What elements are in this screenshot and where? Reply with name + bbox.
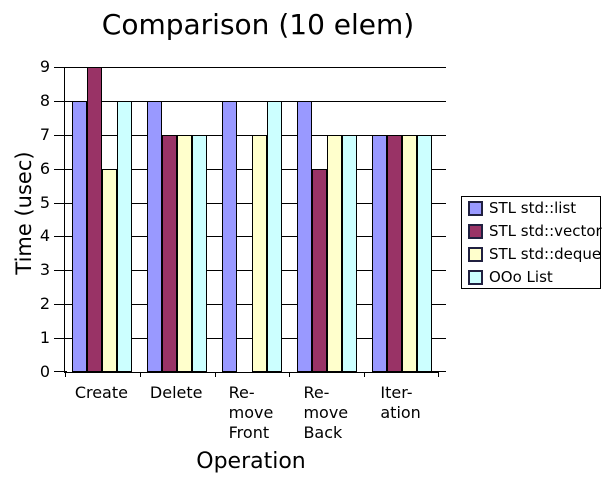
x-category-label-delete: Delete bbox=[139, 383, 214, 403]
y-tick-right-4 bbox=[432, 236, 446, 237]
bar-stl-std-vector-remove-back bbox=[312, 169, 327, 372]
legend-swatch-ooo-list bbox=[468, 269, 483, 285]
x-category-label-remove-back: Re-move Back bbox=[288, 383, 363, 443]
x-tick-4 bbox=[364, 372, 365, 377]
bar-stl-std-list-create bbox=[72, 101, 87, 372]
x-category-label-iteration: Iter-ation bbox=[363, 383, 438, 423]
x-category-label-text: Delete bbox=[149, 383, 203, 402]
y-tick-right-9 bbox=[432, 67, 446, 68]
y-tick-label-4: 4 bbox=[39, 226, 50, 245]
y-tick-label-3: 3 bbox=[39, 260, 50, 279]
y-tick-left-5 bbox=[54, 203, 67, 204]
y-tick-right-8 bbox=[432, 101, 446, 102]
x-category-label-text: Create bbox=[74, 383, 128, 402]
chart-title: Comparison (10 elem) bbox=[101, 8, 415, 41]
gridline-y8 bbox=[65, 101, 439, 102]
legend-label-stl-std-list: STL std::list bbox=[489, 198, 577, 217]
legend-label-ooo-list: OOo List bbox=[489, 267, 553, 286]
legend-label-stl-std-deque: STL std::deque bbox=[489, 244, 602, 263]
y-tick-left-2 bbox=[54, 304, 67, 305]
legend-item-stl-std-deque: STL std::deque bbox=[468, 244, 602, 263]
y-tick-label-9: 9 bbox=[39, 57, 50, 76]
y-tick-left-3 bbox=[54, 270, 67, 271]
legend-item-stl-std-vector: STL std::vector bbox=[468, 221, 602, 240]
bar-stl-std-vector-create bbox=[87, 67, 102, 372]
y-tick-left-7 bbox=[54, 135, 67, 136]
bar-stl-std-list-remove-back bbox=[297, 101, 312, 372]
y-tick-left-6 bbox=[54, 169, 67, 170]
bar-stl-std-deque-remove-front bbox=[252, 135, 267, 372]
y-tick-right-6 bbox=[432, 169, 446, 170]
y-tick-label-8: 8 bbox=[39, 91, 50, 110]
bar-stl-std-deque-create bbox=[102, 169, 117, 372]
x-tick-2 bbox=[215, 372, 216, 377]
legend-label-stl-std-vector: STL std::vector bbox=[489, 221, 602, 240]
y-tick-label-0: 0 bbox=[39, 362, 50, 381]
bar-stl-std-list-remove-front bbox=[222, 101, 237, 372]
y-tick-left-0 bbox=[54, 371, 67, 372]
plot-area bbox=[54, 67, 446, 377]
legend-swatch-stl-std-list bbox=[468, 200, 483, 216]
y-tick-left-1 bbox=[54, 338, 67, 339]
x-category-label-text: Re-move Front bbox=[228, 383, 274, 442]
x-tick-0 bbox=[65, 372, 66, 377]
y-tick-label-6: 6 bbox=[39, 159, 50, 178]
bar-stl-std-list-iteration bbox=[372, 135, 387, 372]
y-tick-left-4 bbox=[54, 236, 67, 237]
x-tick-1 bbox=[140, 372, 141, 377]
y-tick-right-7 bbox=[432, 135, 446, 136]
y-tick-right-1 bbox=[432, 338, 446, 339]
y-tick-label-1: 1 bbox=[39, 328, 50, 347]
bar-ooo-list-remove-back bbox=[342, 135, 357, 372]
bar-ooo-list-remove-front bbox=[267, 101, 282, 372]
y-tick-right-3 bbox=[432, 270, 446, 271]
bar-stl-std-deque-delete bbox=[177, 135, 192, 372]
bar-ooo-list-iteration bbox=[417, 135, 432, 372]
gridline-y9 bbox=[65, 67, 439, 68]
legend-item-ooo-list: OOo List bbox=[468, 267, 600, 286]
bar-stl-std-deque-remove-back bbox=[327, 135, 342, 372]
y-tick-right-0 bbox=[432, 371, 446, 372]
x-category-label-create: Create bbox=[64, 383, 139, 403]
y-tick-label-5: 5 bbox=[39, 193, 50, 212]
y-tick-right-2 bbox=[432, 304, 446, 305]
legend-swatch-stl-std-vector bbox=[468, 223, 483, 239]
y-tick-right-5 bbox=[432, 203, 446, 204]
x-axis-title: Operation bbox=[196, 449, 306, 474]
bar-stl-std-deque-iteration bbox=[402, 135, 417, 372]
bar-ooo-list-delete bbox=[192, 135, 207, 372]
x-tick-3 bbox=[289, 372, 290, 377]
x-category-label-remove-front: Re-move Front bbox=[214, 383, 289, 443]
x-category-label-text: Iter-ation bbox=[380, 383, 421, 422]
legend-item-stl-std-list: STL std::list bbox=[468, 198, 600, 217]
y-tick-left-8 bbox=[54, 101, 67, 102]
y-tick-label-7: 7 bbox=[39, 125, 50, 144]
bar-stl-std-vector-delete bbox=[162, 135, 177, 372]
bar-stl-std-vector-iteration bbox=[387, 135, 402, 372]
y-tick-left-9 bbox=[54, 67, 67, 68]
bar-stl-std-list-delete bbox=[147, 101, 162, 372]
y-tick-label-2: 2 bbox=[39, 294, 50, 313]
x-tick-5 bbox=[438, 372, 439, 377]
bar-ooo-list-create bbox=[117, 101, 132, 372]
legend-swatch-stl-std-deque bbox=[468, 246, 483, 262]
x-category-label-text: Re-move Back bbox=[303, 383, 349, 442]
